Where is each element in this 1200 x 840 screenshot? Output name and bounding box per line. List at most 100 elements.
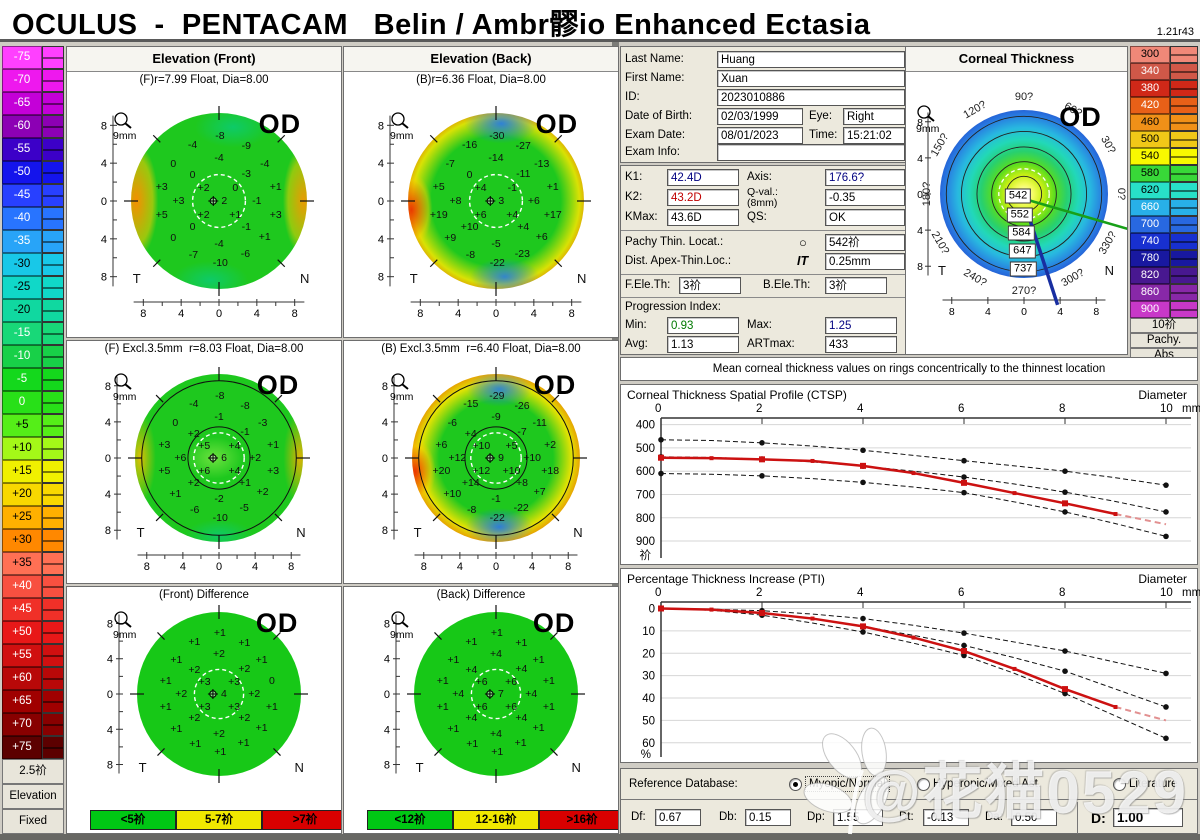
svg-text:8: 8 <box>565 561 571 573</box>
scale-step: 500 <box>1130 131 1198 148</box>
temporal-label: T <box>938 262 946 278</box>
svg-text:0: 0 <box>649 603 655 615</box>
da-value: 0.50 <box>1011 809 1057 826</box>
elevation-color-scale: -75 -70 -65 -60 -55 -50 -45 -40 -35 -30 -25 -20 -15-… <box>2 46 64 834</box>
svg-text:0: 0 <box>107 689 113 701</box>
map-value-label: -3 <box>241 167 251 180</box>
radio-literature[interactable] <box>1113 778 1126 791</box>
map-value-label: +3 <box>198 700 211 713</box>
map-value-label: +1 <box>159 675 172 688</box>
map-value-label: +2 <box>238 662 251 675</box>
svg-text:4: 4 <box>101 234 107 246</box>
svg-text:0: 0 <box>493 308 499 319</box>
id-field[interactable]: 2023010886 <box>717 89 905 106</box>
temporal-label: T <box>415 759 424 775</box>
map-value-label: +1 <box>269 181 282 194</box>
svg-text:8: 8 <box>917 261 923 273</box>
radio-hyperopic-mixed[interactable] <box>917 778 930 791</box>
radio-label-myopic-normal[interactable]: Myopic/Normal <box>805 776 890 792</box>
map-value-label: +2 <box>249 452 262 464</box>
map-title: Elevation (Front) <box>67 47 341 72</box>
map-subtitle: (F) Excl.3.5mm r=8.03 Float, Dia=8.00 <box>104 343 304 355</box>
zoom-magnifier-icon[interactable]: 9mm <box>388 111 418 146</box>
map-panel-back-exclusion: (B) Excl.3.5mm r=6.40 Float, Dia=8.00 8 4… <box>343 340 619 584</box>
dob-field[interactable]: 02/03/1999 <box>717 108 803 125</box>
apex-thin-label: Dist. Apex-Thin.Loc.: <box>625 255 732 267</box>
zoom-magnifier-icon[interactable]: 9mm <box>111 610 141 645</box>
map-value-label: +2 <box>213 647 225 660</box>
exam-info-field[interactable] <box>717 144 905 161</box>
id-label: ID: <box>625 91 640 103</box>
map-value-label: +4 <box>474 182 487 195</box>
zoom-magnifier-icon[interactable]: 9mm <box>111 372 141 407</box>
map-value-label: +3 <box>228 676 241 689</box>
zoom-magnifier-icon[interactable]: 9mm <box>914 104 944 139</box>
x-tick-label: 10 <box>1160 403 1173 415</box>
svg-text:9mm: 9mm <box>113 391 137 402</box>
map-value-label: -8 <box>215 389 225 402</box>
map-value-label: +4 <box>465 664 478 677</box>
map-value-label: -2 <box>214 493 224 506</box>
map-value-label: +1 <box>159 701 172 714</box>
svg-text:8: 8 <box>101 272 107 284</box>
last-name-label: Last Name: <box>625 53 684 65</box>
first-name-field[interactable]: Xuan <box>717 70 905 87</box>
exam-date-field[interactable]: 08/01/2023 <box>717 127 803 144</box>
radio-label-literature[interactable]: Literature <box>1129 778 1178 790</box>
map-value-label: 0 <box>189 169 196 182</box>
svg-text:9mm: 9mm <box>916 123 940 134</box>
scale-step: 340 <box>1130 63 1198 80</box>
ctsp-panel: Corneal Thickness Spatial Profile (CTSP)… <box>620 384 1200 567</box>
nasal-label: N <box>299 271 310 287</box>
ctsp-diameter-label: Diameter <box>1138 388 1187 402</box>
scale-step: +50 <box>2 621 64 644</box>
map-value-label: +1 <box>466 738 479 751</box>
map-value-label: -4 <box>260 158 270 171</box>
last-name-field[interactable]: Huang <box>717 51 905 68</box>
temporal-label: T <box>409 271 418 287</box>
zoom-magnifier-icon[interactable]: 9mm <box>388 372 418 407</box>
svg-text:8: 8 <box>144 561 150 573</box>
map-value-label: +3 <box>158 438 171 451</box>
min-value: 0.93 <box>667 317 739 334</box>
svg-text:8: 8 <box>382 525 388 537</box>
scale-step: 620 <box>1130 182 1198 199</box>
map-value-label: -27 <box>515 140 531 153</box>
kmax-value: 43.6D <box>667 209 739 226</box>
eye-field[interactable]: Right <box>843 108 905 125</box>
nasal-label: N <box>294 759 304 775</box>
scale-step: 820 <box>1130 267 1198 284</box>
scale-step: +40 <box>2 575 64 598</box>
svg-text:4: 4 <box>107 654 113 666</box>
map-value-label: -5 <box>239 502 249 515</box>
map-panel-front-exclusion: (F) Excl.3.5mm r=8.03 Float, Dia=8.00 8 4… <box>66 340 342 584</box>
map-value-label: +2 <box>197 182 210 195</box>
svg-text:9mm: 9mm <box>390 391 414 402</box>
svg-text:4: 4 <box>531 308 537 319</box>
map-value-label: +1 <box>170 653 183 666</box>
time-field[interactable]: 15:21:02 <box>843 127 905 144</box>
zoom-magnifier-icon[interactable]: 9mm <box>388 610 418 645</box>
zoom-magnifier-icon[interactable]: 9mm <box>111 111 141 146</box>
avg-value: 1.13 <box>667 336 739 353</box>
map-value-label: -26 <box>514 399 530 412</box>
max-value: 1.25 <box>825 317 897 334</box>
map-value-label: +4 <box>515 712 528 725</box>
svg-text:0: 0 <box>101 196 107 208</box>
svg-text:4: 4 <box>180 561 186 573</box>
map-value-label: +1 <box>490 627 503 640</box>
fele-label: F.Ele.Th: <box>625 279 671 291</box>
scale-step: 460 <box>1130 114 1198 131</box>
map-value-label: -1 <box>240 425 250 438</box>
radio-myopic-normal[interactable] <box>789 778 802 791</box>
map-value-label: +14 <box>461 476 480 489</box>
svg-text:4: 4 <box>457 561 463 573</box>
map-value-label: -9 <box>241 140 251 153</box>
map-value-label: +2 <box>175 688 188 700</box>
ctsp-chart: 400 500 600 700 800 900 祄 <box>621 417 1197 567</box>
x-tick-label: 8 <box>1059 587 1066 599</box>
map-value-label: +19 <box>429 209 448 222</box>
scale-step: +35 <box>2 552 64 575</box>
radio-label-hyperopic-mixed[interactable]: Hyperopic/Mixed Ast. <box>933 778 1042 790</box>
circle-marker-icon: ○ <box>799 235 807 250</box>
